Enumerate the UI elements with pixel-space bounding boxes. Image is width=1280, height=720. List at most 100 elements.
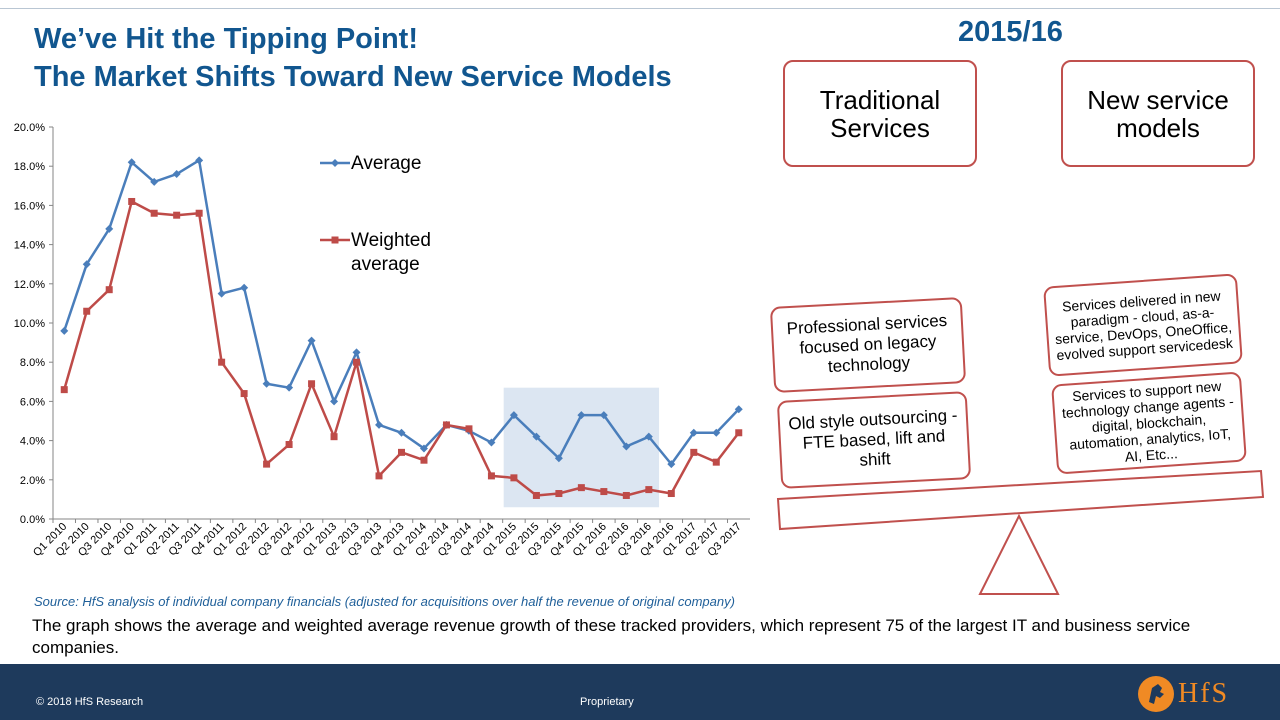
professional-services-box: Professional services focused on legacy …	[769, 297, 967, 393]
weighted-average-point	[532, 491, 540, 499]
weighted-average-point	[105, 286, 113, 294]
footer-proprietary: Proprietary	[580, 696, 634, 708]
y-tick-label: 0.0%	[20, 514, 45, 526]
average-point	[127, 158, 136, 167]
professional-services-label: Professional services focused on legacy …	[786, 310, 948, 377]
weighted-average-point	[555, 490, 563, 498]
y-tick-label: 2.0%	[20, 475, 45, 487]
weighted-average-point	[442, 421, 450, 429]
weighted-average-point	[510, 474, 518, 482]
average-point	[352, 348, 361, 357]
weighted-average-point	[398, 448, 405, 456]
average-point	[712, 428, 721, 437]
weighted-average-point	[667, 490, 675, 498]
weighted-average-point	[712, 458, 720, 466]
traditional-services-label: Traditional Services	[819, 84, 941, 143]
average-point	[307, 336, 316, 345]
y-tick-label: 10.0%	[14, 318, 45, 330]
y-tick-label: 4.0%	[20, 436, 45, 448]
average-point	[644, 432, 653, 441]
weighted-average-point	[60, 386, 68, 394]
weighted-average-point	[645, 486, 653, 494]
average-point	[375, 420, 384, 429]
average-point	[330, 397, 339, 406]
weighted-average-point	[240, 390, 248, 398]
legend-label-average: Average	[351, 153, 421, 174]
weighted-average-point	[263, 460, 271, 468]
scale-beam	[776, 469, 1265, 531]
average-point	[150, 177, 159, 186]
weighted-average-point	[218, 358, 226, 366]
y-tick-label: 8.0%	[20, 357, 45, 369]
new-paradigm-label: Services delivered in new paradigm - clo…	[1054, 287, 1234, 364]
average-point	[195, 156, 204, 165]
average-point	[82, 260, 91, 269]
weighted-average-point	[375, 472, 383, 480]
average-point	[554, 454, 563, 463]
weighted-average-point	[173, 211, 181, 219]
average-point	[577, 411, 586, 420]
traditional-services-box: Traditional Services	[783, 60, 977, 167]
chart-description: The graph shows the average and weighted…	[32, 616, 1191, 657]
y-tick-label: 18.0%	[14, 161, 45, 173]
weighted-average-point	[600, 488, 608, 496]
weighted-average-point	[690, 448, 698, 456]
average-point	[667, 460, 676, 469]
top-rule	[0, 8, 1280, 9]
average-point	[397, 428, 406, 437]
average-point	[240, 283, 249, 292]
tech-change-agents-box: Services to support new technology chang…	[1051, 371, 1247, 475]
weighted-average-point	[487, 472, 495, 480]
weighted-average-point	[285, 441, 293, 449]
legend-marker-average	[331, 159, 339, 167]
balance-scale	[776, 469, 1265, 595]
weighted-average-point	[83, 307, 91, 315]
y-tick-label: 20.0%	[14, 122, 45, 134]
y-tick-label: 12.0%	[14, 279, 45, 291]
average-point	[419, 444, 428, 453]
legend-marker-weighted-average	[331, 236, 339, 244]
average-point	[217, 289, 226, 298]
old-style-outsourcing-label: Old style outsourcing - FTE based, lift …	[787, 405, 958, 470]
revenue-growth-chart: 0.0% 2.0% 4.0% 6.0% 8.0% 10.0% 12.0% 14.0% 16.0%…	[14, 122, 750, 559]
footer: © 2018 HfS Research Proprietary HfS	[0, 664, 1280, 720]
average-point	[622, 442, 631, 451]
weighted-average-point	[330, 433, 338, 441]
y-tick-label: 16.0%	[14, 200, 45, 212]
average-point	[262, 379, 271, 388]
old-style-outsourcing-box: Old style outsourcing - FTE based, lift …	[776, 391, 972, 489]
weighted-average-point	[308, 380, 316, 388]
weighted-average-point	[128, 197, 136, 205]
y-tick-label: 6.0%	[20, 396, 45, 408]
average-point	[60, 326, 69, 335]
average-point	[509, 411, 518, 420]
weighted-average-point	[150, 209, 158, 217]
new-service-models-box: New service models	[1061, 60, 1255, 167]
weighted-average-point	[577, 484, 585, 492]
logo-text: HfS	[1178, 678, 1230, 709]
scale-fulcrum	[978, 513, 1060, 595]
weighted-average-point	[420, 456, 428, 464]
weighted-average-point	[622, 491, 630, 499]
logo-emblem-icon	[1138, 676, 1174, 712]
new-paradigm-box: Services delivered in new paradigm - clo…	[1043, 273, 1243, 377]
y-tick-label: 14.0%	[14, 240, 45, 252]
average-point	[487, 438, 496, 447]
legend-label-weighted-average: Weighted average	[351, 230, 431, 275]
average-point	[105, 224, 114, 233]
tech-change-agents-label: Services to support new technology chang…	[1061, 377, 1235, 465]
weighted-average-point	[353, 358, 361, 366]
hfs-logo: HfS	[1136, 674, 1246, 714]
title-line-1: We’ve Hit the Tipping Point!	[34, 23, 418, 55]
new-service-models-label: New service models	[1087, 84, 1229, 143]
source-note: Source: HfS analysis of individual compa…	[34, 594, 735, 609]
average-point	[599, 411, 608, 420]
weighted-average-point	[735, 429, 743, 437]
average-point	[285, 383, 294, 392]
year-label: 2015/16	[958, 16, 1063, 48]
average-point	[532, 432, 541, 441]
footer-copyright: © 2018 HfS Research	[36, 696, 144, 708]
weighted-average-point	[195, 209, 203, 217]
page-title: We’ve Hit the Tipping Point! The Market …	[34, 20, 672, 96]
title-line-2: The Market Shifts Toward New Service Mod…	[34, 61, 672, 93]
